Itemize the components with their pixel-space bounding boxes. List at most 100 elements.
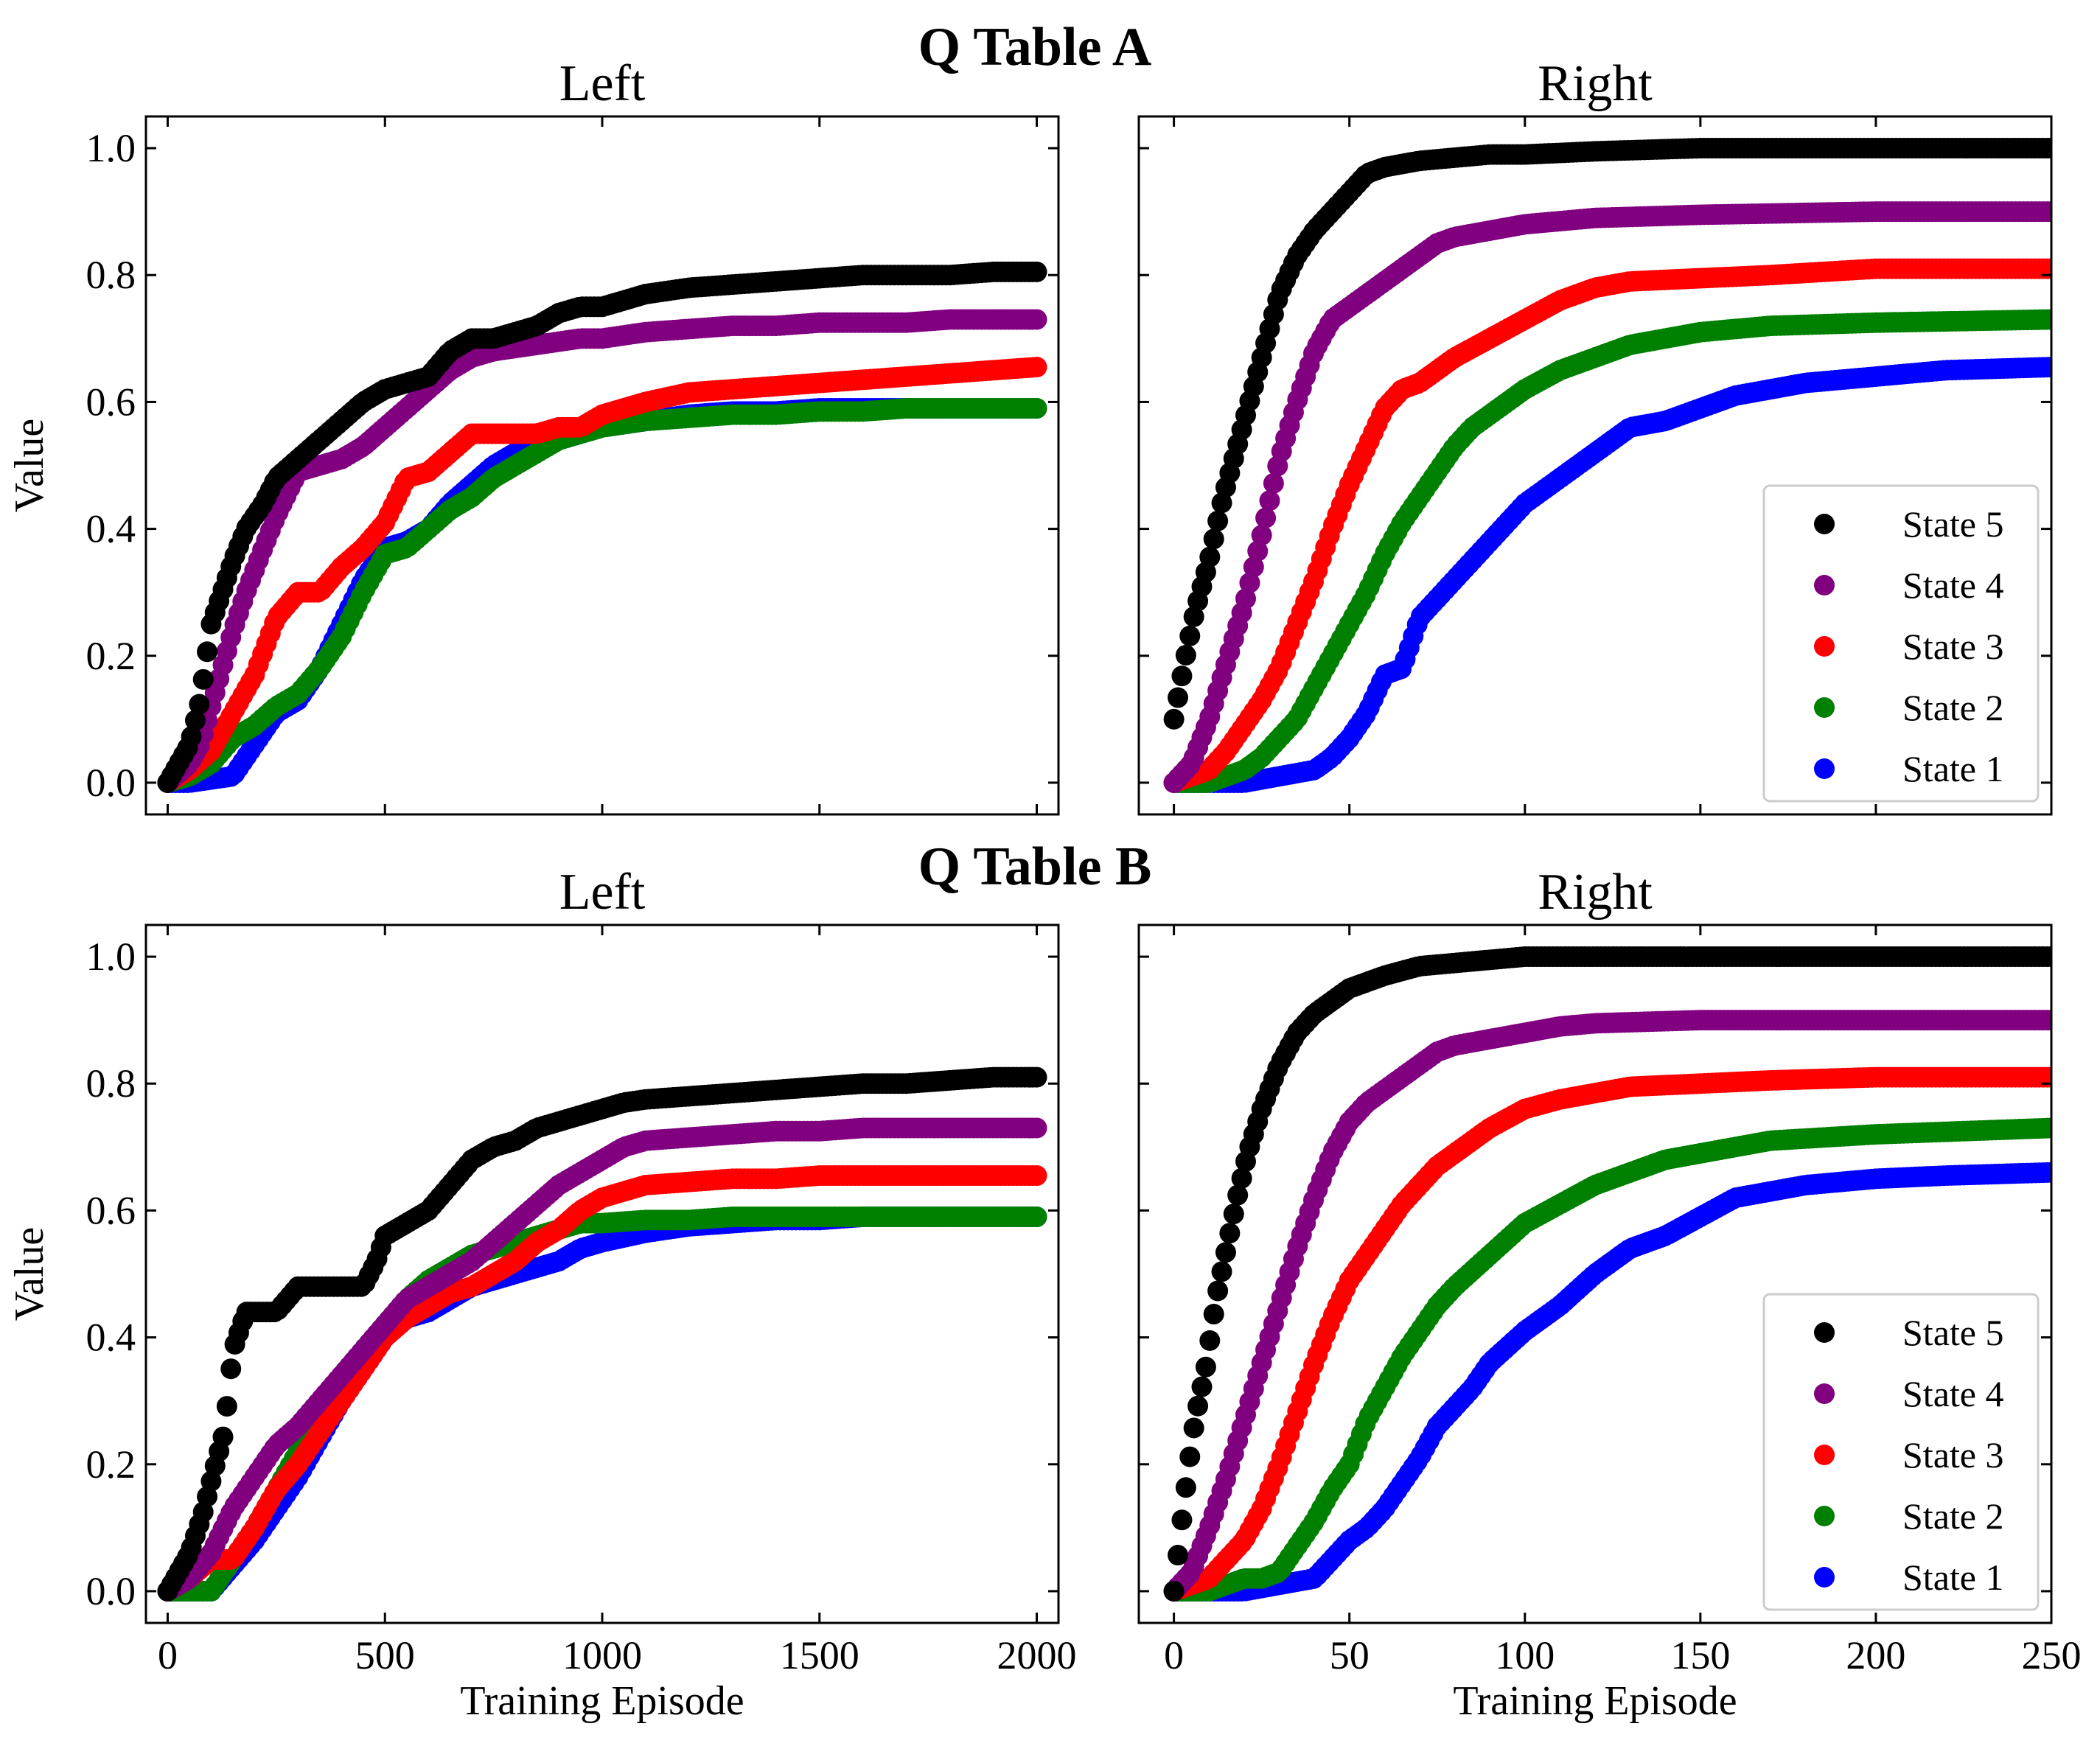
y-tick-label: 0.2 <box>86 634 136 678</box>
panel-title: Right <box>1538 864 1653 921</box>
data-point <box>1215 1242 1236 1263</box>
data-point <box>2041 357 2051 378</box>
legend-box <box>1762 1293 2040 1611</box>
legend-marker <box>1814 697 1835 718</box>
y-tick-label: 0.0 <box>86 1569 136 1613</box>
data-point <box>1211 492 1232 514</box>
data-point <box>1026 261 1047 282</box>
y-tick-label: 0.2 <box>86 1442 136 1487</box>
markers <box>1163 946 2051 1602</box>
x-tick-label: 1000 <box>562 1633 642 1677</box>
series-state-2 <box>1163 1117 2051 1602</box>
data-point <box>1243 556 1264 578</box>
x-tick-label: 100 <box>1495 1633 1555 1677</box>
series-state-1 <box>1163 357 2051 793</box>
series-state-5 <box>157 1066 1047 1602</box>
x-tick-label: 200 <box>1846 1633 1905 1677</box>
legend-marker <box>1814 1383 1835 1404</box>
legend-marker <box>1814 1506 1835 1526</box>
data-point <box>1026 357 1047 378</box>
x-tick-label: 150 <box>1670 1633 1730 1677</box>
data-point <box>1171 666 1193 687</box>
data-point <box>220 1358 242 1380</box>
series-state-4 <box>1163 201 2051 793</box>
markers <box>1163 138 2051 793</box>
series-state-4 <box>157 309 1047 793</box>
legend-label: State 5 <box>1902 1312 2003 1353</box>
data-point <box>1163 1580 1185 1602</box>
data-point <box>1179 625 1201 646</box>
data-point <box>1187 1395 1209 1417</box>
data-point <box>184 710 206 731</box>
data-point <box>1251 525 1272 546</box>
data-point <box>181 726 202 747</box>
data-point <box>1207 510 1229 531</box>
data-point <box>1199 1330 1221 1351</box>
legend-label: State 5 <box>1902 503 2003 545</box>
panel-2: Right State 5 State 4 State 3 State 2 State 1 <box>1137 55 2053 816</box>
data-point <box>1026 1207 1047 1228</box>
x-axis-label: Training Episode <box>460 1678 744 1724</box>
legend-label: State 4 <box>1902 1373 2003 1414</box>
data-point <box>2041 1162 2051 1183</box>
x-tick-label: 0 <box>158 1633 178 1677</box>
series-state-5 <box>157 261 1047 793</box>
panel-title: Left <box>559 864 646 921</box>
data-point <box>1168 1545 1189 1566</box>
y-tick-label: 1.0 <box>86 935 136 979</box>
data-point <box>189 694 210 715</box>
data-point <box>1191 1376 1213 1397</box>
data-point <box>1207 1280 1229 1302</box>
legend-label: State 2 <box>1902 687 2003 728</box>
x-axis-label: Training Episode <box>1453 1678 1737 1724</box>
legend-label: State 1 <box>1902 1557 2003 1598</box>
legend-marker <box>1814 636 1835 657</box>
x-tick-label: 0 <box>1164 1633 1184 1677</box>
y-tick-label: 0.8 <box>86 1061 136 1106</box>
data-point <box>1263 472 1284 494</box>
data-point <box>2041 1117 2051 1139</box>
data-point <box>1183 1417 1204 1439</box>
data-point <box>1203 528 1224 550</box>
data-point <box>1223 1204 1244 1225</box>
legend-label: State 3 <box>1902 626 2003 667</box>
data-point <box>1183 606 1204 627</box>
legend-marker <box>1814 1322 1835 1343</box>
data-point <box>1026 1066 1047 1088</box>
y-axis-label: Value <box>7 1227 52 1321</box>
legend-marker <box>1814 575 1835 596</box>
data-point <box>1255 507 1277 528</box>
legend-label: State 2 <box>1902 1495 2003 1537</box>
y-tick-label: 1.0 <box>86 126 136 170</box>
legend-box <box>1762 484 2040 803</box>
y-tick-label: 0.8 <box>86 253 136 297</box>
group-title: Q Table B <box>918 837 1152 897</box>
data-point <box>1199 546 1221 568</box>
data-point <box>1026 309 1047 330</box>
y-tick-label: 0.6 <box>86 380 136 424</box>
data-point <box>1179 1446 1201 1467</box>
series-state-5 <box>1163 138 2051 730</box>
data-point <box>2041 1010 2051 1031</box>
data-point <box>2041 201 2051 223</box>
data-point <box>1227 1184 1249 1206</box>
data-point <box>1259 490 1280 511</box>
series-state-4 <box>1163 1010 2051 1602</box>
legend-label: State 4 <box>1902 565 2003 606</box>
data-point <box>1231 1167 1252 1189</box>
data-point <box>1211 1261 1232 1282</box>
panel-title: Right <box>1538 55 1653 112</box>
data-point <box>1163 708 1185 730</box>
legend-label: State 1 <box>1902 748 2003 789</box>
axes-frame <box>1137 923 2053 1624</box>
data-point <box>1219 1223 1241 1244</box>
data-point <box>2041 309 2051 330</box>
y-tick-label: 0.4 <box>86 507 136 551</box>
series-state-5 <box>1163 946 2051 1602</box>
y-tick-label: 0.6 <box>86 1188 136 1232</box>
